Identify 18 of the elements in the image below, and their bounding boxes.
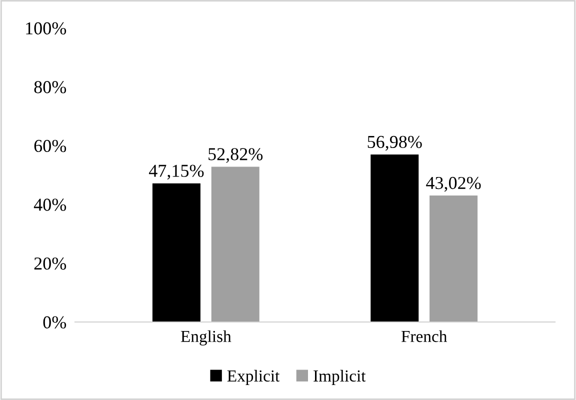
legend-label: Explicit — [227, 370, 280, 385]
x-tick-label: French — [401, 330, 448, 342]
bar — [430, 196, 478, 322]
y-tick-label: 0% — [43, 316, 66, 328]
y-tick-label: 40% — [34, 198, 66, 211]
x-tick-label: English — [180, 330, 232, 346]
y-tick-label: 60% — [34, 140, 66, 152]
data-label: 52,82% — [208, 148, 263, 163]
y-tick-label: 80% — [34, 81, 66, 94]
bar — [211, 166, 260, 322]
bar — [152, 183, 200, 322]
y-tick-label: 20% — [34, 257, 66, 270]
data-label: 47,15% — [148, 164, 204, 180]
legend-label: Implicit — [314, 370, 366, 385]
data-label: 43,02% — [426, 176, 481, 192]
bar — [370, 154, 419, 322]
data-label: 56,98% — [368, 136, 422, 151]
y-tick-label: 100% — [26, 22, 66, 34]
